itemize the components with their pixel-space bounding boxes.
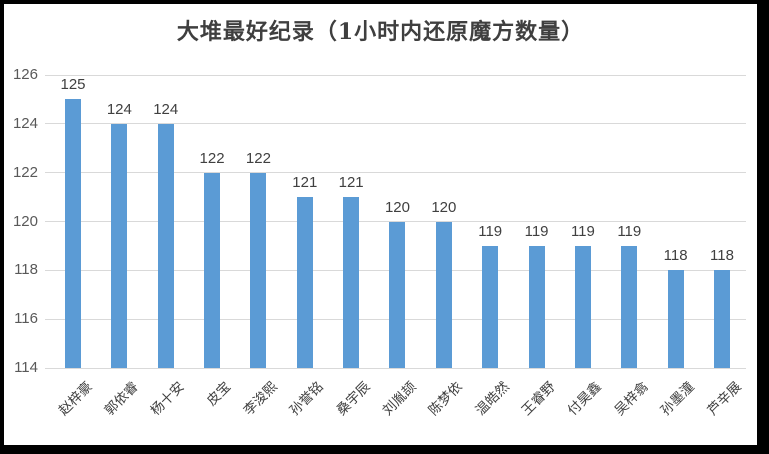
bar-value-label: 119 — [524, 222, 549, 240]
bar — [204, 172, 221, 368]
bar — [528, 245, 545, 368]
bar-value-label: 122 — [199, 149, 225, 167]
x-axis-category-label: 吴梓翕 — [611, 378, 651, 419]
x-axis-category-label: 陈梦依 — [426, 378, 466, 419]
x-axis-category-label: 芦辛展 — [704, 378, 744, 419]
x-axis-category-label: 赵梓豪 — [55, 378, 95, 419]
y-axis-tick-label: 120 — [12, 212, 38, 230]
bar — [343, 197, 360, 368]
bar-value-label: 124 — [106, 100, 132, 118]
bar-value-label: 120 — [431, 198, 457, 216]
y-axis-tick-label: 124 — [12, 114, 38, 132]
bar-value-label: 124 — [153, 100, 179, 118]
x-axis-category-label: 王睿野 — [518, 378, 559, 419]
x-axis-category-label: 皮宝 — [203, 378, 234, 409]
gridline — [45, 367, 746, 369]
bar-value-label: 119 — [570, 222, 595, 240]
bar-value-label: 118 — [710, 247, 734, 265]
x-axis-category-label: 孙誉铭 — [286, 378, 327, 419]
bar — [667, 270, 684, 368]
bar — [574, 245, 591, 368]
chart-content: 大堆最好纪录（1小时内还原魔方数量） 126 124 122 120 118 116 114… — [4, 4, 757, 445]
x-axis-category-label: 桑宇辰 — [333, 378, 373, 419]
x-axis-category-label: 孙墨潼 — [657, 378, 698, 419]
y-axis-tick-label: 114 — [14, 359, 38, 376]
bar — [435, 221, 452, 368]
gridline — [45, 172, 746, 174]
bar — [621, 245, 638, 368]
y-axis-tick-label: 122 — [12, 163, 38, 181]
chart-title: 大堆最好纪录（1小时内还原魔方数量） — [176, 19, 585, 45]
bar — [389, 221, 406, 368]
bar-value-label: 119 — [617, 222, 642, 240]
y-axis-tick-label: 126 — [12, 66, 38, 83]
bar — [157, 123, 174, 368]
bar-value-label: 119 — [478, 222, 503, 240]
bar-value-label: 120 — [384, 198, 410, 216]
gridline — [45, 74, 746, 76]
x-axis-category-label: 温皓然 — [472, 378, 512, 419]
x-axis-category-label: 杨十安 — [147, 378, 188, 419]
y-axis-tick-label: 116 — [14, 310, 38, 328]
bar-value-label: 122 — [245, 149, 271, 167]
gridline — [45, 123, 746, 125]
bar — [111, 123, 128, 368]
bar — [65, 99, 81, 368]
y-axis-tick-label: 118 — [14, 261, 38, 279]
bar-value-label: 118 — [663, 247, 688, 265]
bar — [296, 197, 313, 368]
bar-value-label: 121 — [338, 174, 364, 192]
plot-area: 126 124 122 120 118 116 114 125 赵梓豪 124 郭依睿 124 杨十安 1… — [4, 4, 757, 445]
x-axis-category-label: 刘胤颉 — [379, 378, 419, 419]
x-axis-category-label: 李浚熙 — [240, 378, 280, 419]
x-axis-category-label: 付昊鑫 — [565, 378, 605, 419]
bar-value-label: 121 — [292, 174, 318, 192]
bar — [250, 172, 267, 368]
x-axis-category-label: 郭依睿 — [101, 378, 141, 419]
bar — [482, 245, 499, 368]
bar — [713, 270, 730, 368]
bar-value-label: 125 — [60, 76, 86, 94]
